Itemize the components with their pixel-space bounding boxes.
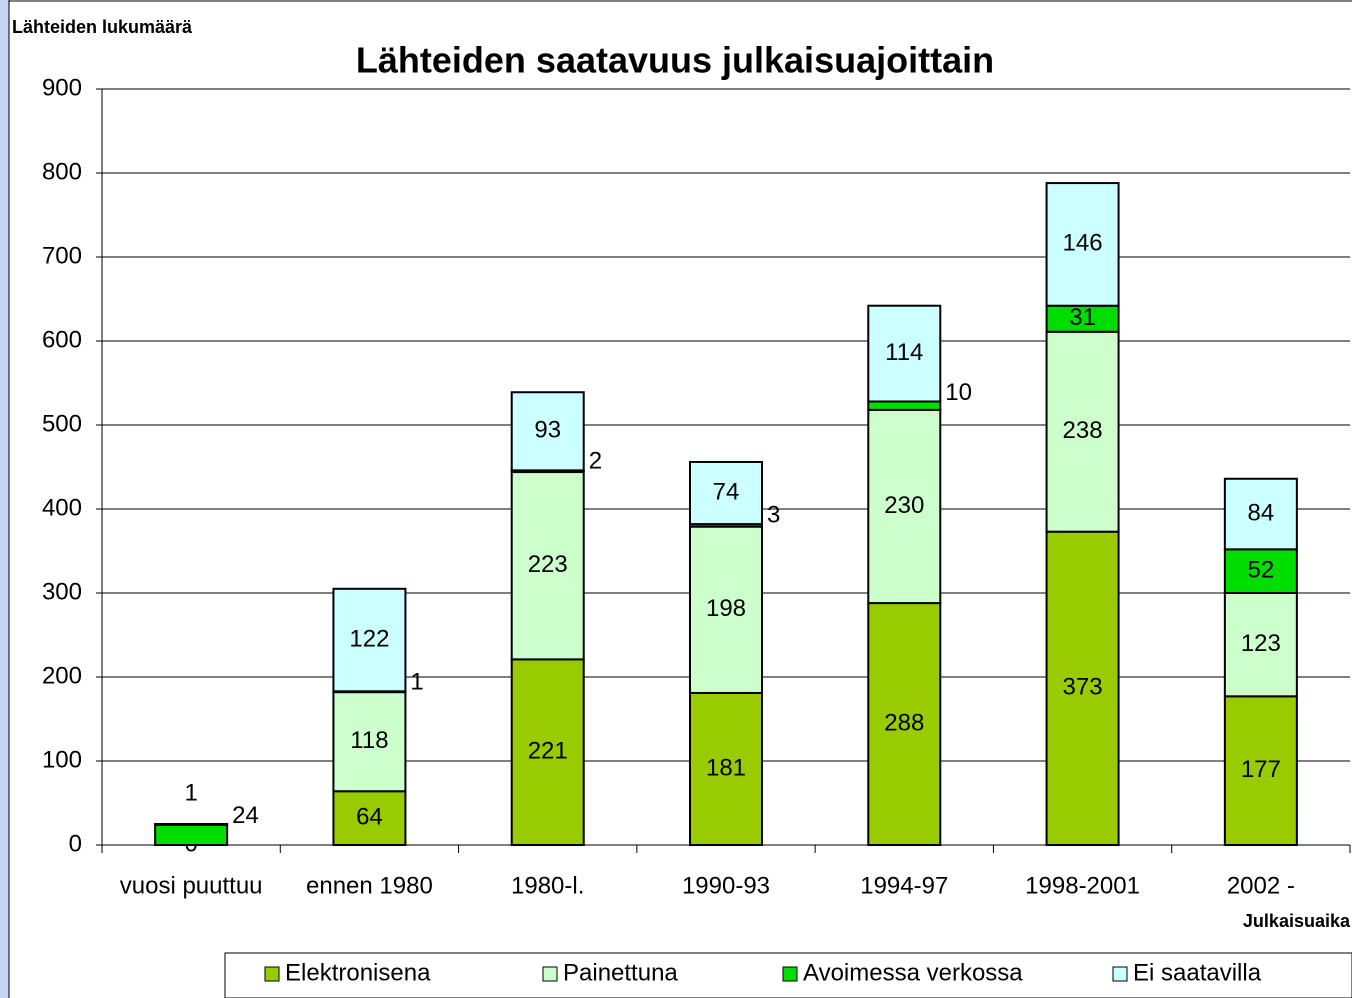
data-label: 223 bbox=[528, 551, 568, 578]
data-label: 74 bbox=[713, 478, 740, 505]
y-tick-label: 800 bbox=[42, 158, 82, 185]
data-label: 122 bbox=[349, 625, 389, 652]
legend-swatch bbox=[264, 966, 280, 982]
data-label: 31 bbox=[1069, 304, 1096, 331]
bar-segment bbox=[867, 408, 942, 605]
bar-segment bbox=[1045, 182, 1120, 307]
bar-segment bbox=[1223, 477, 1298, 551]
y-tick-label: 0 bbox=[69, 830, 82, 857]
data-label: 221 bbox=[528, 738, 568, 765]
bar-segment bbox=[332, 790, 407, 846]
y-tick-label: 400 bbox=[42, 494, 82, 521]
legend-swatch bbox=[542, 966, 558, 982]
x-tick-label: 2002 - bbox=[1227, 872, 1295, 899]
data-label: 93 bbox=[534, 417, 561, 444]
x-tick-label: ennen 1980 bbox=[306, 872, 433, 899]
data-label: 1 bbox=[410, 669, 423, 696]
x-tick-label: vuosi puuttuu bbox=[120, 872, 263, 899]
bar-segment bbox=[867, 304, 942, 403]
data-label: 84 bbox=[1248, 499, 1275, 526]
data-label: 373 bbox=[1063, 674, 1103, 701]
bar-segment bbox=[332, 587, 407, 693]
bar-segment bbox=[689, 460, 763, 526]
data-label: 24 bbox=[232, 802, 259, 829]
x-axis-label: Julkaisuaika bbox=[1243, 911, 1351, 931]
bar-segment bbox=[1045, 304, 1120, 333]
chart-title: Lähteiden saatavuus julkaisuajoittain bbox=[356, 40, 994, 81]
y-tick-label: 200 bbox=[42, 662, 82, 689]
legend-label: Elektronisena bbox=[285, 959, 431, 986]
legend-label: Avoimessa verkossa bbox=[803, 959, 1023, 986]
data-label: 146 bbox=[1063, 230, 1103, 257]
x-tick-label: 1990-93 bbox=[682, 872, 770, 899]
data-label: 123 bbox=[1241, 630, 1281, 657]
bar-segment bbox=[689, 691, 763, 847]
data-label: 198 bbox=[706, 595, 746, 622]
data-label: 288 bbox=[884, 709, 924, 736]
bar-segment bbox=[510, 391, 585, 472]
data-label: 52 bbox=[1248, 557, 1275, 584]
y-axis-label: Lähteiden lukumäärä bbox=[12, 17, 193, 37]
y-tick-label: 900 bbox=[42, 74, 82, 101]
y-tick-label: 600 bbox=[42, 326, 82, 353]
x-tick-label: 1998-2001 bbox=[1025, 872, 1140, 899]
bar-segment bbox=[1223, 695, 1298, 846]
bar-segment bbox=[689, 525, 763, 694]
x-tick-label: 1994-97 bbox=[860, 872, 948, 899]
legend-swatch bbox=[1112, 966, 1128, 982]
x-tick-label: 1980-l. bbox=[511, 872, 584, 899]
data-label: 181 bbox=[706, 754, 746, 781]
bar-segment bbox=[867, 400, 942, 411]
bar-segment bbox=[154, 823, 229, 847]
bar-segment bbox=[1045, 330, 1120, 533]
y-tick-label: 300 bbox=[42, 578, 82, 605]
data-label: 118 bbox=[350, 727, 388, 754]
bar-segment bbox=[867, 602, 942, 847]
data-label: 238 bbox=[1063, 417, 1103, 444]
y-tick-label: 500 bbox=[42, 410, 82, 437]
data-label: 64 bbox=[356, 803, 383, 830]
y-tick-label: 100 bbox=[42, 746, 82, 773]
data-label: 10 bbox=[945, 379, 972, 406]
left-strip bbox=[0, 0, 9, 998]
y-tick-label: 700 bbox=[42, 242, 82, 269]
legend-label: Ei saatavilla bbox=[1133, 959, 1262, 986]
bar-segment bbox=[1223, 548, 1298, 595]
legend-swatch bbox=[782, 966, 798, 982]
data-label: 177 bbox=[1241, 756, 1281, 783]
data-label: 3 bbox=[767, 501, 780, 528]
data-label: 230 bbox=[884, 492, 924, 519]
bar-segment bbox=[332, 691, 407, 793]
data-label: 2 bbox=[589, 448, 602, 475]
legend-label: Painettuna bbox=[563, 959, 678, 986]
bar-segment bbox=[1223, 592, 1298, 698]
data-label: 1 bbox=[184, 779, 197, 806]
bar-segment bbox=[154, 823, 229, 826]
bar-segment bbox=[510, 658, 585, 846]
data-label: 114 bbox=[885, 339, 923, 366]
